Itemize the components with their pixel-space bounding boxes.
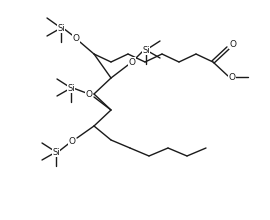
- Text: O: O: [69, 136, 76, 145]
- Text: Si: Si: [67, 84, 75, 92]
- Text: O: O: [73, 33, 79, 42]
- Text: O: O: [230, 40, 237, 48]
- Text: O: O: [228, 73, 235, 81]
- Text: Si: Si: [142, 46, 150, 55]
- Text: O: O: [86, 90, 93, 99]
- Text: O: O: [129, 57, 136, 66]
- Text: Si: Si: [57, 24, 65, 33]
- Text: Si: Si: [52, 147, 60, 156]
